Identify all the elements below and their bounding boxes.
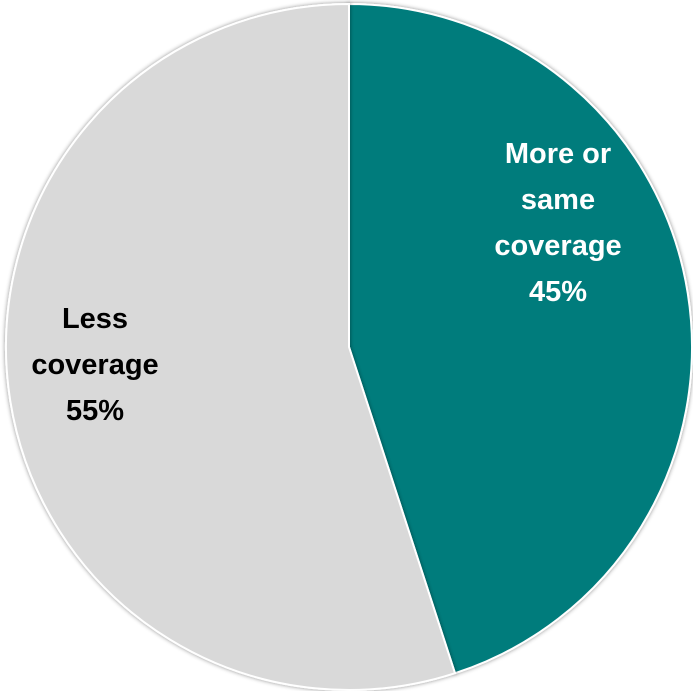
pie-slice-0 bbox=[348, 2, 693, 675]
pie-slice-1 bbox=[4, 2, 457, 691]
pie-slices bbox=[4, 2, 693, 691]
pie-slice-1-label-line-1: coverage bbox=[31, 349, 158, 381]
pie-slice-0-label-line-2: coverage bbox=[494, 230, 621, 262]
pie-slice-0-label-line-1: same bbox=[521, 184, 595, 216]
pie-slice-0-value-label: 45% bbox=[529, 276, 587, 308]
pie-slice-0-label-line-0: More or bbox=[505, 138, 611, 170]
pie-slice-1-value-label: 55% bbox=[66, 395, 124, 427]
pie-labels: More or same coverage 45% Less coverage 55% bbox=[31, 138, 621, 427]
pie-slice-1-label-line-0: Less bbox=[62, 303, 128, 335]
